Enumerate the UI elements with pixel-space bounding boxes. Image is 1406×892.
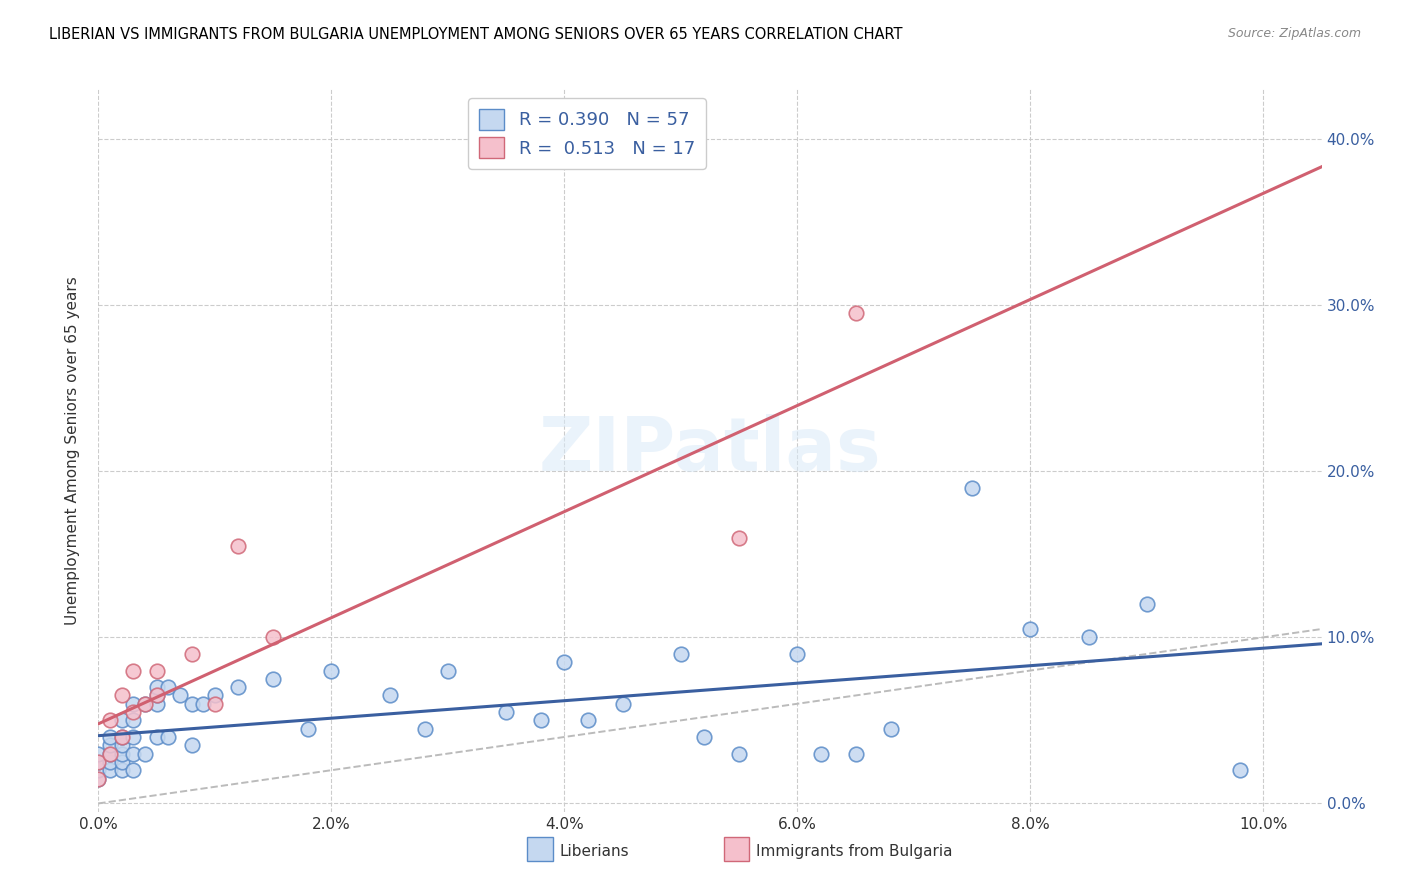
Point [145, 689, 167, 703]
Point [111, 689, 134, 703]
Point [193, 697, 215, 711]
Point [437, 664, 460, 678]
Point [226, 680, 249, 694]
Point [495, 705, 517, 719]
Point [669, 647, 692, 661]
Point [87, 747, 110, 761]
Point [87, 755, 110, 769]
Text: Immigrants from Bulgaria: Immigrants from Bulgaria [756, 844, 953, 859]
Point [122, 664, 145, 678]
Point [262, 630, 284, 644]
Point [553, 655, 575, 669]
Point [111, 714, 134, 728]
Point [98, 747, 121, 761]
Point [321, 664, 343, 678]
Point [111, 730, 134, 744]
Text: ZIPatlas: ZIPatlas [538, 414, 882, 487]
Point [180, 739, 202, 753]
Point [786, 647, 808, 661]
Point [1136, 597, 1159, 611]
Point [87, 755, 110, 769]
Point [145, 697, 167, 711]
Point [960, 481, 983, 495]
Point [530, 714, 553, 728]
Point [1229, 763, 1251, 777]
Point [845, 747, 868, 761]
Point [169, 689, 191, 703]
Text: LIBERIAN VS IMMIGRANTS FROM BULGARIA UNEMPLOYMENT AMONG SENIORS OVER 65 YEARS CO: LIBERIAN VS IMMIGRANTS FROM BULGARIA UNE… [49, 27, 903, 42]
Point [111, 739, 134, 753]
Point [122, 697, 145, 711]
Point [145, 689, 167, 703]
Point [87, 772, 110, 786]
Point [810, 747, 832, 761]
Point [111, 747, 134, 761]
Point [157, 730, 180, 744]
Y-axis label: Unemployment Among Seniors over 65 years: Unemployment Among Seniors over 65 years [65, 277, 80, 624]
Point [134, 697, 156, 711]
Point [378, 689, 401, 703]
Point [98, 714, 121, 728]
Point [226, 539, 249, 553]
Point [728, 747, 751, 761]
Text: Source: ZipAtlas.com: Source: ZipAtlas.com [1227, 27, 1361, 40]
Point [204, 697, 226, 711]
Point [134, 747, 156, 761]
Point [122, 730, 145, 744]
Point [157, 680, 180, 694]
Text: Liberians: Liberians [560, 844, 630, 859]
Point [98, 763, 121, 777]
Point [98, 739, 121, 753]
Point [111, 763, 134, 777]
Point [145, 664, 167, 678]
Point [122, 747, 145, 761]
Point [180, 647, 202, 661]
Point [87, 763, 110, 777]
Point [87, 772, 110, 786]
Point [145, 680, 167, 694]
Point [612, 697, 634, 711]
Point [413, 722, 436, 736]
Point [122, 705, 145, 719]
Point [204, 689, 226, 703]
Point [262, 672, 284, 686]
Point [180, 697, 202, 711]
Point [145, 730, 167, 744]
Point [845, 306, 868, 320]
Point [576, 714, 599, 728]
Point [134, 697, 156, 711]
Legend: R = 0.390   N = 57, R =  0.513   N = 17: R = 0.390 N = 57, R = 0.513 N = 17 [468, 98, 706, 169]
Point [111, 730, 134, 744]
Point [98, 755, 121, 769]
Point [98, 730, 121, 744]
Point [879, 722, 901, 736]
Point [122, 714, 145, 728]
Point [111, 755, 134, 769]
Point [297, 722, 319, 736]
Point [728, 531, 751, 545]
Point [1019, 622, 1042, 636]
Point [98, 747, 121, 761]
Point [122, 763, 145, 777]
Point [693, 730, 716, 744]
Point [1077, 630, 1099, 644]
